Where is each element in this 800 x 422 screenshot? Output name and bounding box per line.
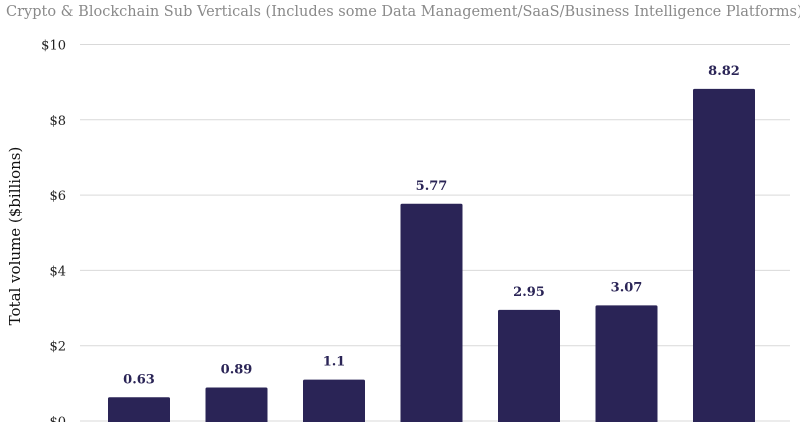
data-label: 1.1 [323, 355, 346, 370]
y-tick-label: $2 [49, 340, 66, 355]
bars [108, 88, 755, 422]
y-axis-title: Total volume ($billions) [6, 147, 24, 326]
y-tick-label: $6 [49, 189, 66, 204]
data-labels: 0.63 0.89 1.1 5.77 2.95 3.07 8.82 [123, 64, 740, 387]
y-tick-label: $10 [41, 39, 66, 54]
chart-title: Crypto & Blockchain Sub Verticals (Inclu… [6, 4, 800, 20]
data-label: 8.82 [708, 64, 740, 79]
y-tick-label: $4 [49, 264, 66, 279]
y-axis: $0 $2 $4 $6 $8 $10 [41, 39, 66, 422]
data-label: 0.63 [123, 372, 155, 387]
data-label: 0.89 [221, 362, 253, 377]
bar [693, 88, 755, 422]
bar [303, 379, 365, 422]
data-label: 2.95 [513, 285, 545, 300]
bar [205, 387, 268, 422]
data-label: 5.77 [416, 179, 448, 194]
bar [498, 309, 560, 422]
bar [400, 203, 463, 422]
data-label: 3.07 [611, 280, 643, 295]
y-tick-label: $0 [49, 415, 66, 422]
bar [595, 305, 658, 422]
y-tick-label: $8 [49, 114, 66, 129]
bar [108, 397, 170, 422]
